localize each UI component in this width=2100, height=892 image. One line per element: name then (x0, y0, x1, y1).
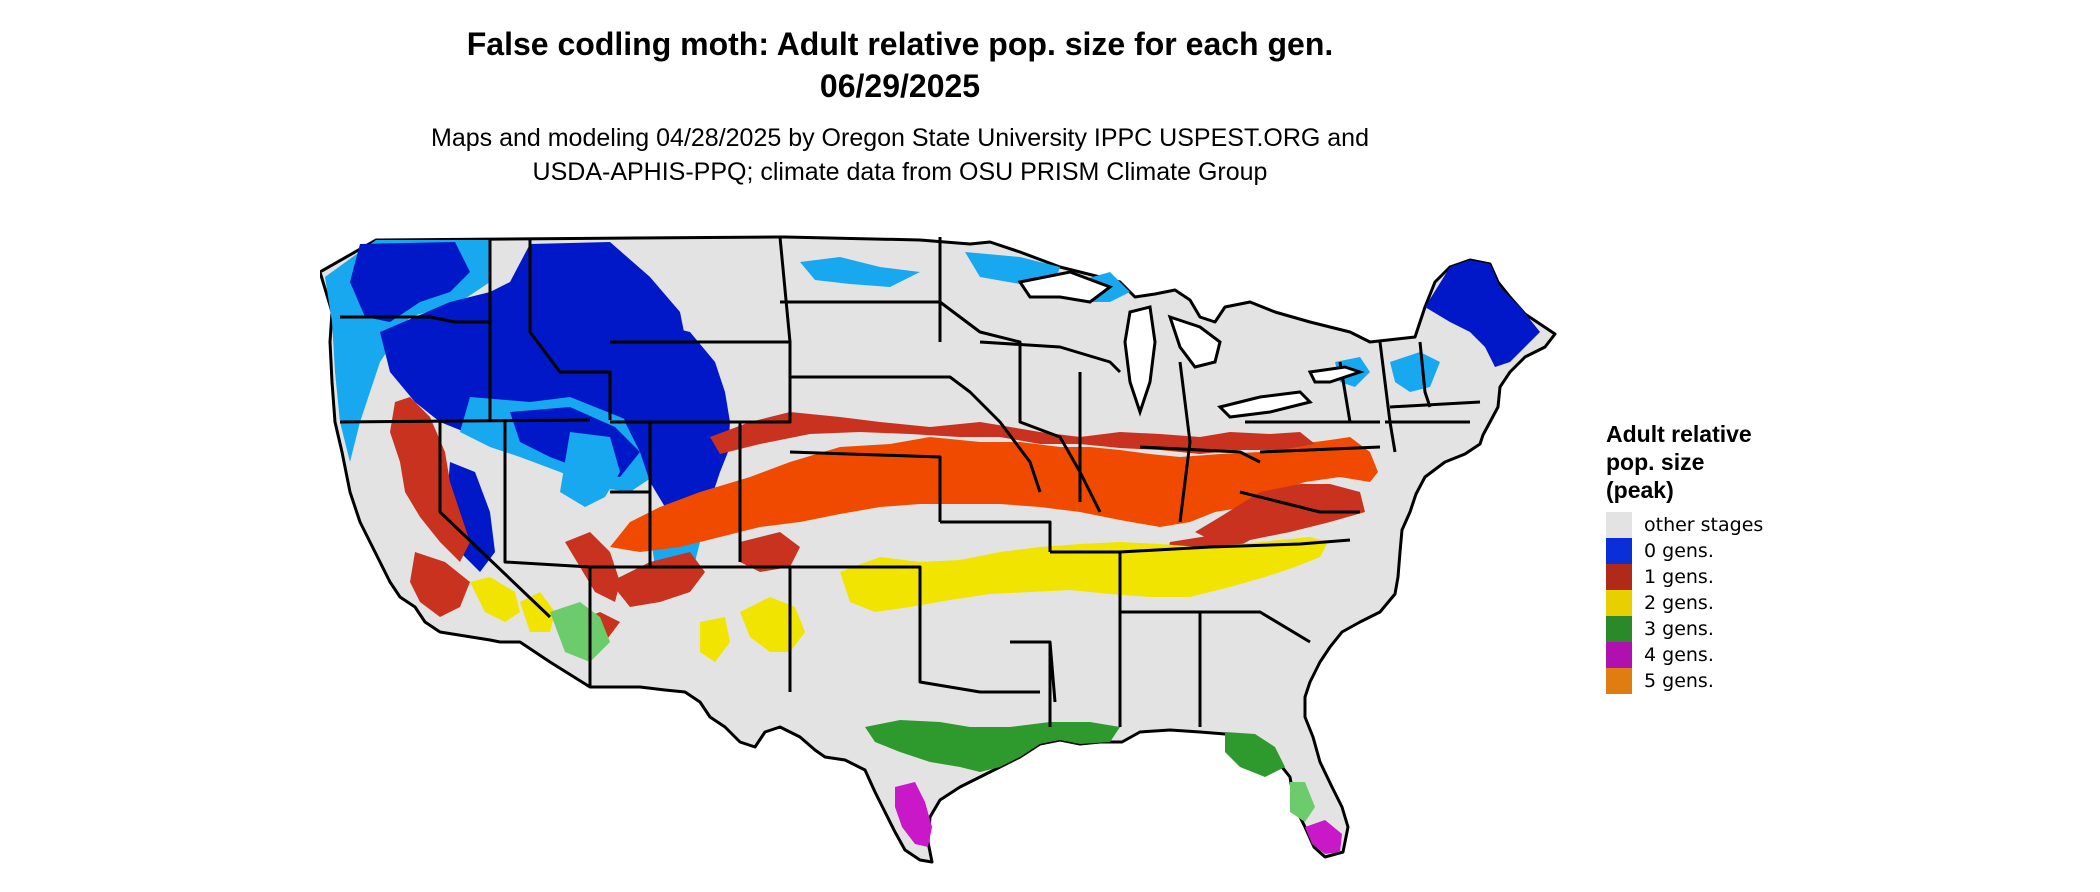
legend-label: 0 gens. (1644, 540, 1714, 562)
four-gens-region (895, 782, 1342, 854)
legend-swatch (1606, 642, 1632, 668)
legend-swatch (1606, 538, 1632, 564)
legend-title-line-3: (peak) (1606, 477, 1674, 503)
map-date: 06/29/2025 (819, 68, 981, 104)
legend-item-2-gens: 2 gens. (1606, 590, 1763, 616)
legend-label: other stages (1644, 514, 1764, 536)
legend-title: Adult relative pop. size (peak) (1606, 420, 1763, 504)
legend-item-3-gens: 3 gens. (1606, 616, 1763, 642)
legend-items: other stages 0 gens. 1 gens. 2 gens. 3 g… (1606, 512, 1763, 694)
us-map (320, 235, 1557, 864)
legend-item-4-gens: 4 gens. (1606, 642, 1763, 668)
legend-swatch (1606, 564, 1632, 590)
legend-title-line-2: pop. size (1606, 449, 1705, 475)
three-gens-region (550, 602, 1315, 822)
legend: Adult relative pop. size (peak) other st… (1606, 420, 1763, 694)
legend-item-1-gens: 1 gens. (1606, 564, 1763, 590)
legend-label: 4 gens. (1644, 644, 1714, 666)
legend-label: 1 gens. (1644, 566, 1714, 588)
legend-item-5-gens: 5 gens. (1606, 668, 1763, 694)
legend-swatch (1606, 512, 1632, 538)
legend-label: 3 gens. (1644, 618, 1714, 640)
map-title: False codling moth: Adult relative pop. … (466, 26, 1334, 62)
legend-item-other-stages: other stages (1606, 512, 1763, 538)
legend-label: 2 gens. (1644, 592, 1714, 614)
map-credit-line-1: Maps and modeling 04/28/2025 by Oregon S… (431, 124, 1369, 152)
legend-item-0-gens: 0 gens. (1606, 538, 1763, 564)
legend-title-line-1: Adult relative (1606, 421, 1752, 447)
great-lakes (1017, 270, 1365, 419)
state-borders (339, 236, 1481, 727)
legend-swatch (1606, 590, 1632, 616)
legend-swatch (1606, 668, 1632, 694)
map-credit-line-2: USDA-APHIS-PPQ; climate data from OSU PR… (532, 158, 1268, 186)
legend-swatch (1606, 616, 1632, 642)
legend-label: 5 gens. (1644, 670, 1714, 692)
